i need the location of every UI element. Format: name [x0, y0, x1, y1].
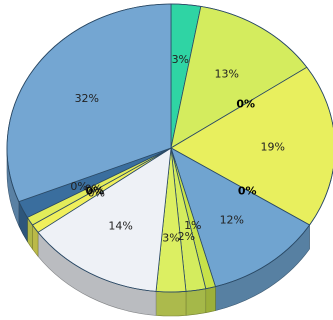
slice-label-6: 1%	[184, 219, 201, 232]
slice-label-0: 3%	[172, 53, 189, 66]
pie-top-face	[6, 3, 333, 293]
slice-label-7: 2%	[178, 230, 195, 243]
slice-label-5: 12%	[220, 214, 244, 227]
pie-wall-6	[205, 286, 216, 314]
slice-label-1: 13%	[214, 67, 238, 80]
slice-label-4: 0%	[238, 184, 257, 197]
slice-label-2: 0%	[236, 98, 255, 111]
slice-label-9: 14%	[108, 220, 132, 233]
slice-label-13: 0%	[70, 180, 87, 193]
slice-label-3: 19%	[260, 141, 284, 154]
slice-label-14: 32%	[75, 92, 99, 105]
pie-wall-8	[155, 291, 187, 317]
slice-label-10: 0%	[88, 186, 105, 199]
slice-label-12: 0%	[85, 182, 102, 195]
slice-labels: 3%13%0%19%0%12%1%2%3%14%0%0%0%0%32%	[70, 53, 285, 244]
slice-label-11: 0%	[85, 184, 104, 197]
pie-wall-7	[185, 288, 207, 316]
slice-label-8: 3%	[162, 231, 179, 244]
pie-rim	[6, 3, 333, 293]
